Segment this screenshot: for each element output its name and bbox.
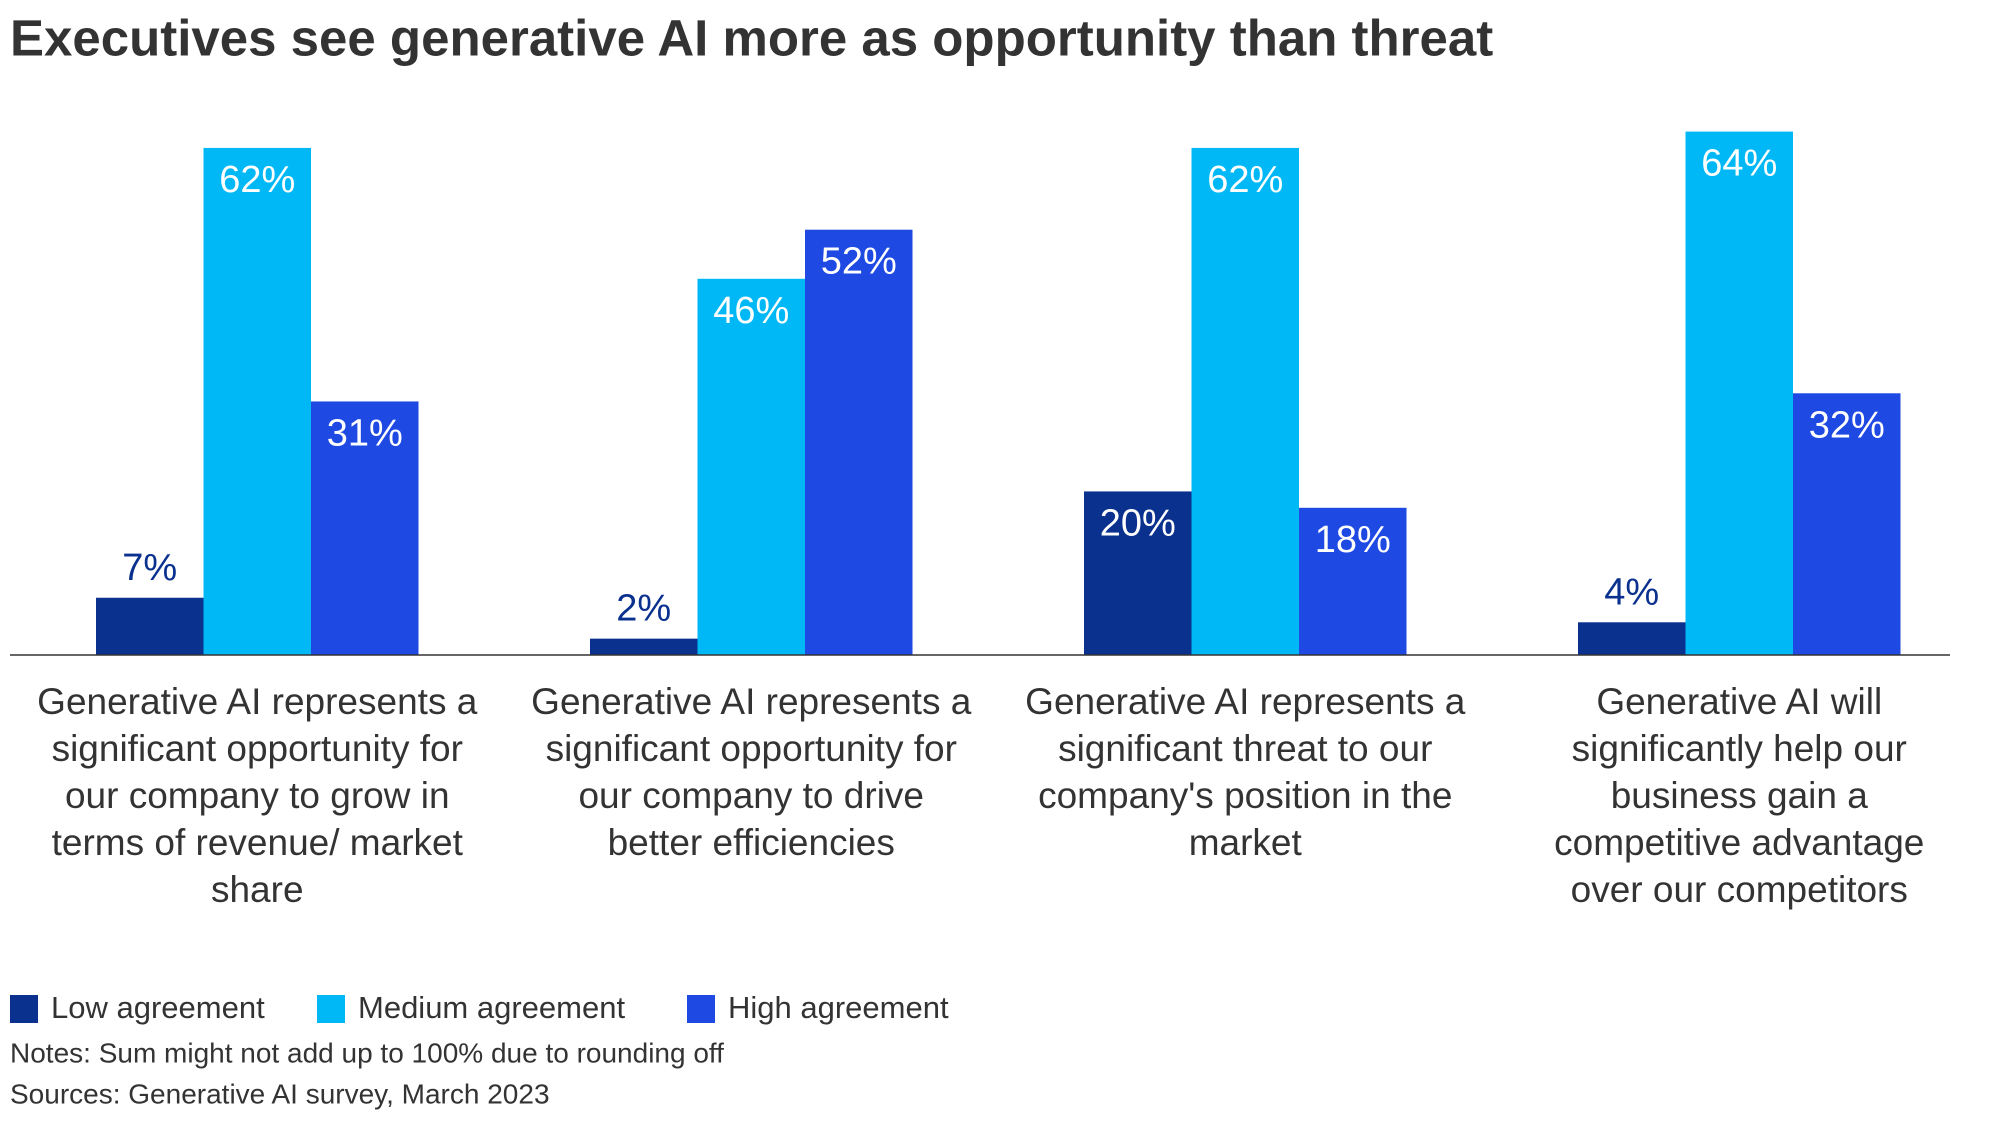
sources: Sources: Generative AI survey, March 202… [10,1078,550,1109]
data-label: 62% [1207,159,1283,201]
bar [1578,622,1686,655]
data-label: 62% [219,159,295,201]
x-tick-label: Generative AI represents a significant o… [37,681,478,910]
bar [590,638,698,655]
legend-label: Medium agreement [358,990,625,1025]
bar [311,401,419,655]
data-label: 2% [616,588,671,630]
chart-title: Executives see generative AI more as opp… [10,9,1493,66]
data-label: 7% [122,547,177,589]
x-tick-label: Generative AI will significantly help ou… [1554,681,1925,910]
bar [96,597,204,655]
legend-swatch [687,995,715,1023]
bar [805,229,913,655]
bar [1793,393,1901,655]
bar [1191,147,1299,655]
notes: Notes: Sum might not add up to 100% due … [10,1037,724,1068]
bar [1084,491,1192,655]
data-label: 18% [1315,519,1391,561]
bar [1299,507,1407,655]
legend-label: High agreement [728,990,949,1025]
x-tick-label: Generative AI represents a significant o… [531,681,972,863]
x-tick-label: Generative AI represents a significant t… [1025,681,1466,863]
data-label: 31% [327,412,403,454]
legend-swatch [317,995,345,1023]
data-label: 4% [1604,571,1659,613]
data-label: 32% [1809,404,1885,446]
legend-swatch [10,995,38,1023]
data-label: 46% [713,290,789,332]
data-label: 64% [1701,143,1777,185]
legend-label: Low agreement [51,990,265,1025]
data-label: 52% [821,241,897,283]
data-label: 20% [1100,502,1176,544]
bar [697,278,805,655]
bar [203,147,311,655]
bar [1685,131,1793,656]
